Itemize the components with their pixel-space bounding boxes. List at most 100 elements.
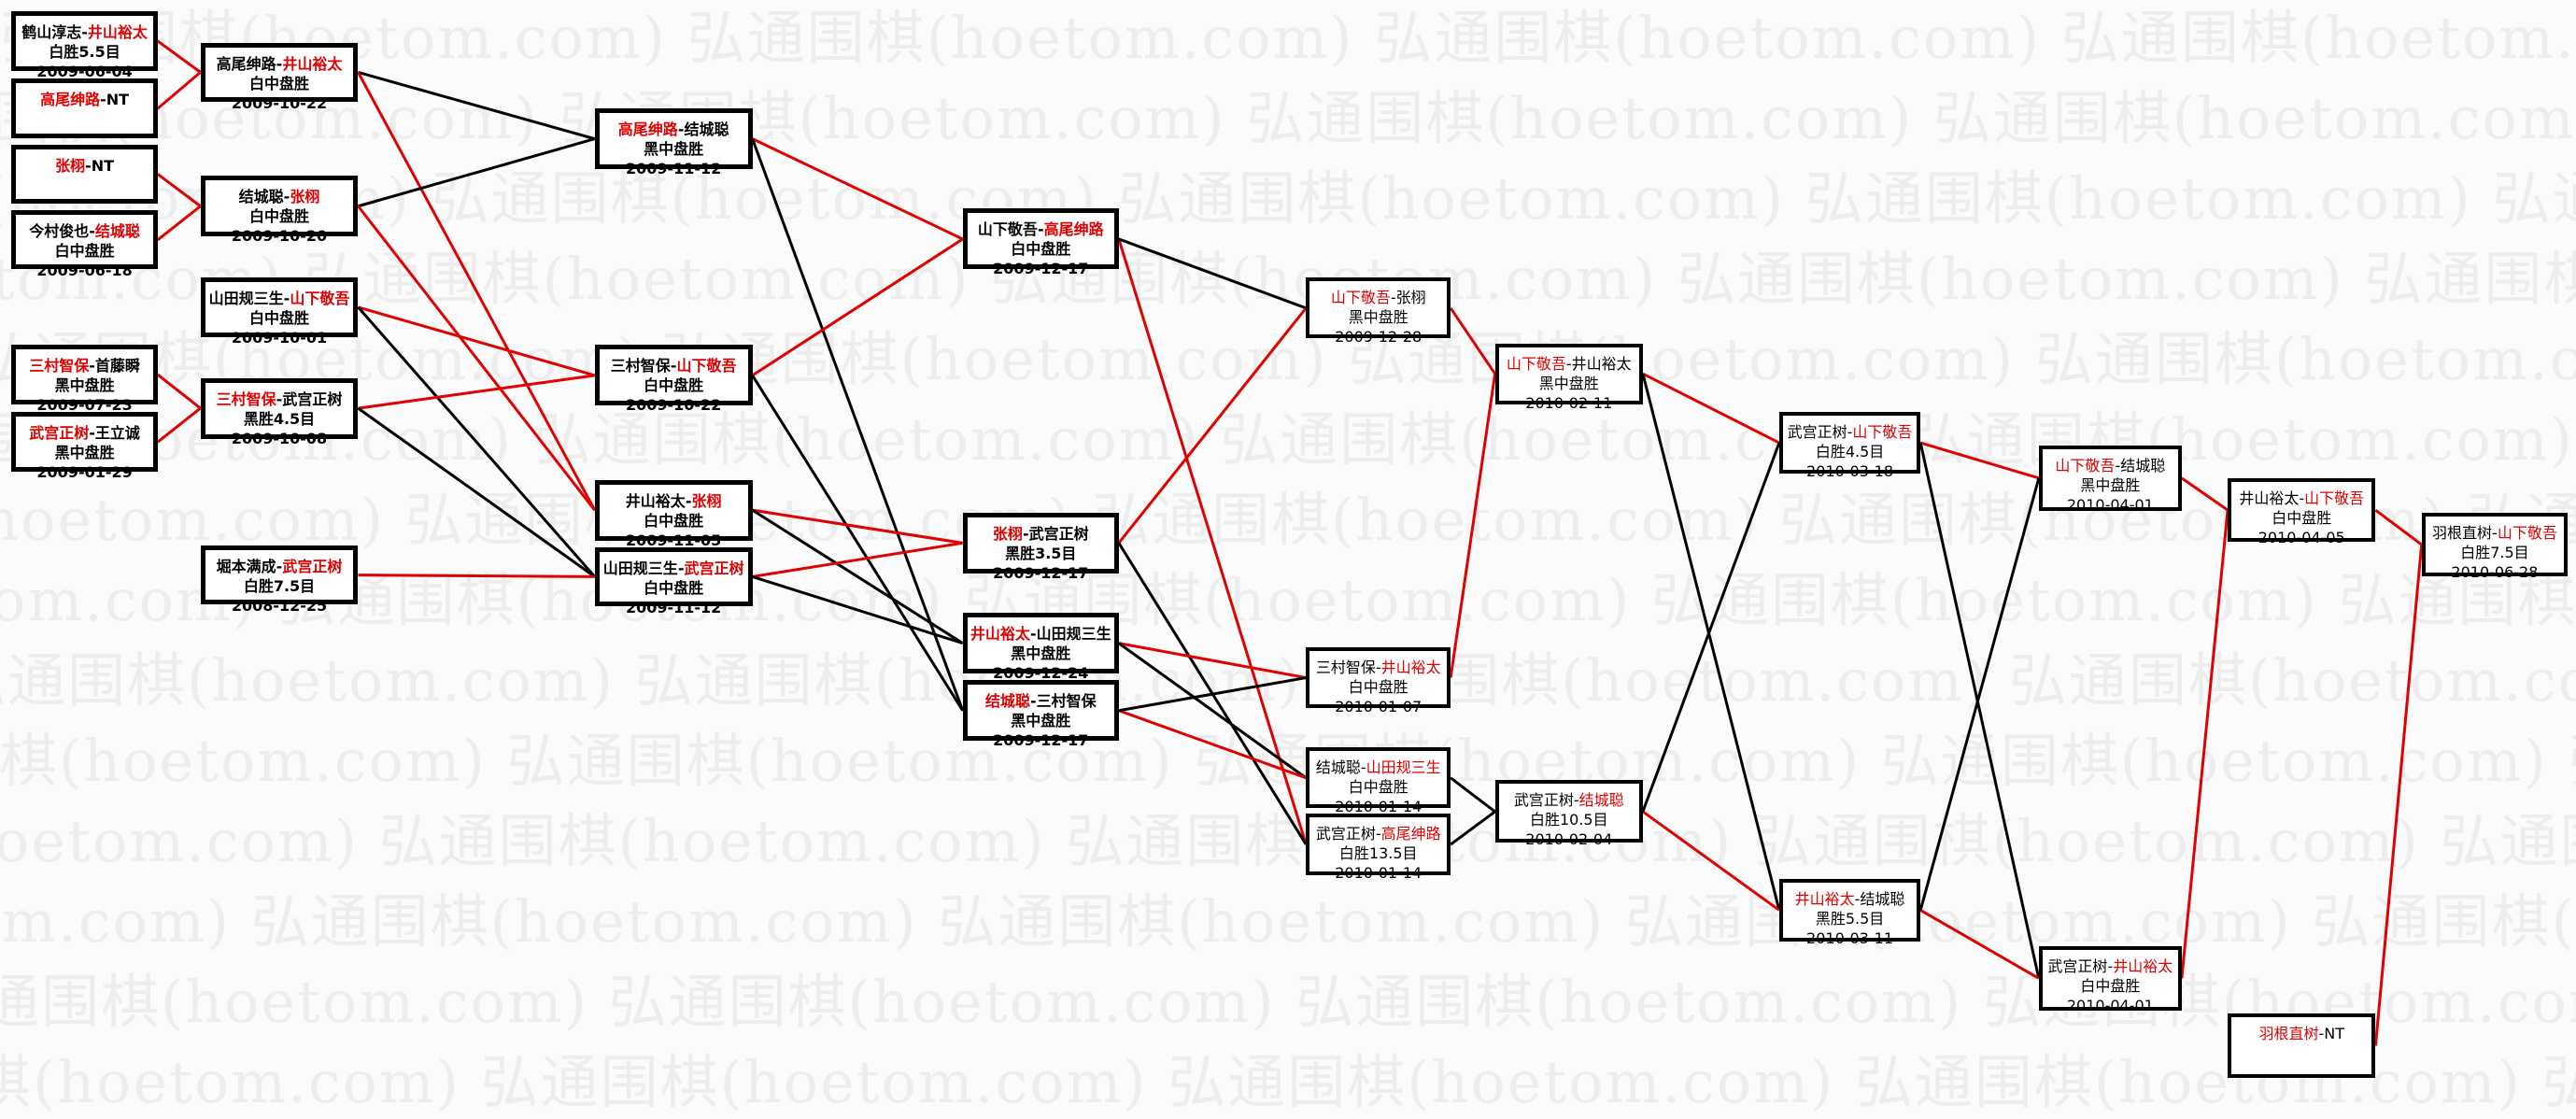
match-box[interactable]: 武宫正树-高尾绅路 白胜13.5目 2010-01-14 <box>1306 813 1451 882</box>
match-players: 井山裕太-山田规三生 <box>968 624 1114 644</box>
winner-link <box>1919 441 2040 480</box>
match-box[interactable]: 三村智保-山下敬吾 白中盘胜 2009-10-22 <box>594 345 753 414</box>
match-box[interactable]: 井山裕太-结城聪 黑胜5.5目 2010-03-11 <box>1778 879 1921 947</box>
separator: - <box>1037 220 1044 239</box>
match-date: 2009-12-24 <box>993 664 1089 683</box>
match-date: 2009-07-23 <box>36 396 133 415</box>
match-date: 2009-10-22 <box>625 396 722 415</box>
match-box[interactable]: 井山裕太-山田规三生 黑中盘胜 2009-12-24 <box>962 613 1119 682</box>
player-right: 首藤瞬 <box>94 357 140 375</box>
match-date: 2009-12-17 <box>993 731 1089 750</box>
loser-link <box>1117 642 1308 780</box>
match-box[interactable]: 张栩-NT <box>11 144 158 205</box>
player-left: 羽根直树 <box>2432 523 2493 542</box>
match-date: 2009-10-20 <box>231 227 328 246</box>
match-result: 白中盘胜 <box>1011 240 1071 259</box>
loser-link <box>751 508 964 644</box>
match-players: 今村俊也-结城聪 <box>16 221 153 241</box>
match-date: 2010-02-04 <box>1525 830 1613 849</box>
winner-link <box>752 541 963 578</box>
player-right: 结城聪 <box>1860 890 1905 909</box>
player-right: 结城聪 <box>2120 456 2166 475</box>
match-box[interactable]: 武宫正树-王立诚 黑中盘胜 2009-01-29 <box>11 412 158 481</box>
winner-link <box>156 71 202 110</box>
loser-link <box>1918 477 2041 911</box>
match-result: 白胜4.5目 <box>1815 443 1885 461</box>
winner-link <box>358 374 595 410</box>
player-right: 武宫正树 <box>282 390 343 408</box>
winner-link <box>156 373 202 410</box>
match-box[interactable]: 山下敬吾-高尾绅路 白中盘胜 2009-12-17 <box>962 208 1119 277</box>
match-box[interactable]: 羽根直树-NT <box>2228 1013 2376 1078</box>
separator: - <box>1847 423 1853 442</box>
separator: - <box>283 188 290 206</box>
player-left: 井山裕太 <box>970 625 1030 644</box>
match-players: 鹤山淳志-井山裕太 <box>16 22 153 42</box>
player-left: 井山裕太 <box>625 491 686 510</box>
match-players: 武宫正树-井山裕太 <box>2043 956 2178 976</box>
match-result: 白中盘胜 <box>644 511 704 530</box>
winner-link <box>752 508 963 545</box>
winner-link <box>1117 238 1308 845</box>
match-date: 2010-01-07 <box>1335 698 1422 716</box>
match-box[interactable]: 高尾绅路-结城聪 黑中盘胜 2009-11-12 <box>594 108 753 177</box>
player-left: 三村智保 <box>216 390 276 408</box>
match-box[interactable]: 高尾绅路-井山裕太 白中盘胜 2009-10-22 <box>200 42 359 112</box>
match-box[interactable]: 武宫正树-山下敬吾 白胜4.5目 2010-03-18 <box>1778 412 1921 480</box>
match-box[interactable]: 结城聪-山田规三生 白中盘胜 2010-01-14 <box>1306 747 1451 815</box>
match-result: 黑胜3.5目 <box>1005 544 1077 562</box>
match-box[interactable]: 结城聪-张栩 白中盘胜 2009-10-20 <box>200 176 359 245</box>
match-players: 高尾绅路-NT <box>16 90 153 109</box>
winner-link <box>1118 709 1307 780</box>
match-box[interactable]: 山下敬吾-结城聪 黑中盘胜 2010-04-01 <box>2038 445 2182 514</box>
player-right: 张栩 <box>290 188 320 206</box>
match-box[interactable]: 山田规三生-山下敬吾 白中盘胜 2009-10-01 <box>200 277 359 347</box>
match-box[interactable]: 三村智保-首藤瞬 黑中盘胜 2009-07-23 <box>11 345 158 414</box>
match-result: 黑中盘胜 <box>2080 475 2141 494</box>
player-right: NT <box>106 91 130 109</box>
match-box[interactable]: 山田规三生-武宫正树 白中盘胜 2009-11-12 <box>594 546 753 616</box>
player-left: 山下敬吾 <box>977 220 1038 239</box>
match-result: 白中盘胜 <box>248 309 309 328</box>
player-left: 结城聪 <box>1315 758 1361 777</box>
player-left: 高尾绅路 <box>216 54 276 73</box>
match-box[interactable]: 山下敬吾-井山裕太 黑中盘胜 2010-02-11 <box>1494 343 1643 412</box>
match-box[interactable]: 今村俊也-结城聪 白中盘胜 2009-06-18 <box>11 210 158 279</box>
match-date: 2010-04-01 <box>2066 997 2154 1015</box>
player-right: 山下敬吾 <box>1852 423 1913 442</box>
match-box[interactable]: 羽根直树-山下敬吾 白胜7.5目 2010-06-28 <box>2421 512 2569 581</box>
winner-link <box>1919 909 2040 980</box>
player-left: 山下敬吾 <box>1506 354 1566 373</box>
match-box[interactable]: 井山裕太-张栩 白中盘胜 2009-11-05 <box>594 479 753 549</box>
match-box[interactable]: 高尾绅路-NT <box>11 78 158 138</box>
player-left: 高尾绅路 <box>40 91 101 109</box>
match-date: 2009-01-29 <box>36 463 133 482</box>
match-box[interactable]: 山下敬吾-张栩 黑中盘胜 2009-12-28 <box>1306 277 1451 346</box>
winner-link <box>156 406 202 444</box>
separator: - <box>1022 524 1029 543</box>
match-result: 黑中盘胜 <box>54 376 115 395</box>
match-result: 白胜7.5目 <box>243 576 316 595</box>
match-box[interactable]: 井山裕太-山下敬吾 白中盘胜 2010-04-05 <box>2228 477 2376 546</box>
match-box[interactable]: 三村智保-井山裕太 白中盘胜 2010-01-07 <box>1306 647 1451 715</box>
match-box[interactable]: 结城聪-三村智保 黑中盘胜 2009-12-17 <box>962 680 1119 749</box>
separator: - <box>276 54 283 73</box>
winner-link <box>358 305 596 377</box>
separator: - <box>2318 1025 2325 1043</box>
match-box[interactable]: 武宫正树-井山裕太 白中盘胜 2010-04-01 <box>2038 946 2182 1014</box>
match-box[interactable]: 堀本满成-武宫正树 白胜7.5目 2008-12-25 <box>200 545 359 615</box>
match-date: 2009-12-28 <box>1335 328 1422 347</box>
match-players: 结城聪-山田规三生 <box>1309 758 1447 777</box>
match-box[interactable]: 张栩-武宫正树 黑胜3.5目 2009-12-17 <box>962 512 1119 582</box>
match-players: 山田规三生-山下敬吾 <box>205 289 354 308</box>
separator: - <box>1029 625 1037 644</box>
player-right: 结城聪 <box>684 120 729 139</box>
separator: - <box>2107 957 2114 976</box>
match-box[interactable]: 武宫正树-结城聪 白胜10.5目 2010-02-04 <box>1494 780 1643 848</box>
bracket-diagram: 弘通围棋(hoetom.com) 弘通围棋(hoetom.com) 弘通围棋(h… <box>0 4 2576 1116</box>
match-box[interactable]: 鹤山淳志-井山裕太 白胜5.5目 2009-06-04 <box>11 11 158 80</box>
match-date: 2009-11-05 <box>625 531 722 549</box>
match-date: 2009-10-08 <box>231 429 328 447</box>
player-right: 武宫正树 <box>684 559 744 577</box>
match-box[interactable]: 三村智保-武宫正树 黑胜4.5目 2009-10-08 <box>200 377 359 447</box>
